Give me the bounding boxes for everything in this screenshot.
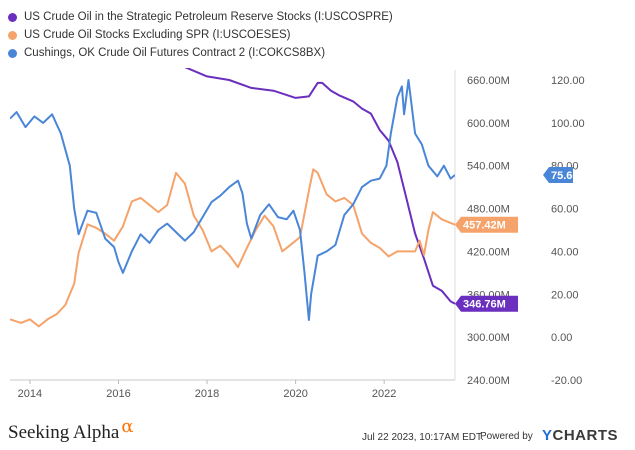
left-axis-tick-label: 660.00M bbox=[467, 75, 510, 87]
end-value-flag-1 bbox=[455, 216, 518, 233]
series-lines bbox=[10, 68, 455, 328]
brand-text: Seeking Alpha bbox=[8, 422, 120, 443]
left-axis: 660.00M600.00M540.00M480.00M420.00M360.0… bbox=[467, 75, 510, 387]
end-value-flag-2 bbox=[543, 167, 573, 184]
series-line-2 bbox=[10, 79, 455, 321]
seeking-alpha-logo[interactable]: Seeking Alpha α bbox=[8, 416, 134, 444]
series-line-0 bbox=[184, 68, 455, 305]
series-line-1 bbox=[10, 168, 455, 328]
legend-item-exspr[interactable]: US Crude Oil Stocks Excluding SPR (I:USC… bbox=[8, 26, 393, 44]
left-axis-tick-label: 420.00M bbox=[467, 246, 510, 258]
right-axis-tick-label: 40.00 bbox=[551, 246, 579, 258]
x-tick-label: 2016 bbox=[106, 388, 130, 400]
ycharts-logo[interactable]: YCHARTS bbox=[542, 427, 618, 444]
right-axis-tick-label: 0.00 bbox=[551, 332, 572, 344]
end-value-label-1: 457.42M bbox=[463, 220, 506, 232]
ycharts-text: CHARTS bbox=[552, 427, 619, 444]
footer: Seeking Alpha α Jul 22 2023, 10:17AM EDT.… bbox=[0, 412, 635, 450]
legend-item-spr[interactable]: US Crude Oil in the Strategic Petroleum … bbox=[8, 8, 393, 26]
left-axis-tick-label: 600.00M bbox=[467, 118, 510, 130]
left-axis-tick-label: 480.00M bbox=[467, 204, 510, 216]
left-axis-tick-label: 240.00M bbox=[467, 375, 510, 387]
x-tick-label: 2020 bbox=[283, 388, 307, 400]
left-axis-tick-label: 300.00M bbox=[467, 332, 510, 344]
legend-dot-icon bbox=[8, 12, 17, 22]
right-axis-tick-label: 120.00 bbox=[551, 75, 585, 87]
powered-by: Powered by bbox=[480, 431, 533, 442]
ycharts-y: Y bbox=[542, 427, 553, 444]
grid-lines bbox=[10, 70, 456, 381]
legend-label: US Crude Oil Stocks Excluding SPR (I:USC… bbox=[24, 29, 291, 41]
legend-label: Cushings, OK Crude Oil Futures Contract … bbox=[24, 47, 326, 59]
left-axis-tick-label: 540.00M bbox=[467, 161, 510, 173]
right-axis-tick-label: 20.00 bbox=[551, 289, 579, 301]
x-axis: 2014 2016 2018 2020 2022 bbox=[18, 380, 396, 400]
legend-item-cushing[interactable]: Cushings, OK Crude Oil Futures Contract … bbox=[8, 44, 393, 62]
legend-label: US Crude Oil in the Strategic Petroleum … bbox=[24, 11, 393, 23]
timestamp: Jul 22 2023, 10:17AM EDT. bbox=[362, 432, 484, 443]
x-tick-label: 2014 bbox=[18, 388, 42, 400]
alpha-icon: α bbox=[121, 416, 134, 437]
end-value-flag-0 bbox=[455, 295, 518, 312]
legend-dot-icon bbox=[8, 30, 17, 40]
x-tick-label: 2018 bbox=[195, 388, 219, 400]
end-value-label-0: 346.76M bbox=[463, 299, 506, 311]
x-tick-label: 2022 bbox=[372, 388, 396, 400]
end-value-label-2: 75.66 bbox=[551, 170, 579, 182]
right-axis-tick-label: 60.00 bbox=[551, 204, 579, 216]
legend-dot-icon bbox=[8, 48, 17, 58]
end-value-flags: 346.76M 457.42M 75.66 bbox=[455, 167, 579, 312]
right-axis-tick-label: -20.00 bbox=[551, 375, 582, 387]
legend: US Crude Oil in the Strategic Petroleum … bbox=[8, 8, 393, 62]
right-axis-tick-label: 100.00 bbox=[551, 118, 585, 130]
right-axis: 120.00100.0080.0060.0040.0020.000.00-20.… bbox=[551, 75, 585, 387]
chart-canvas: 2014 2016 2018 2020 2022 660.00M 600.00M 540.0… bbox=[10, 68, 585, 400]
